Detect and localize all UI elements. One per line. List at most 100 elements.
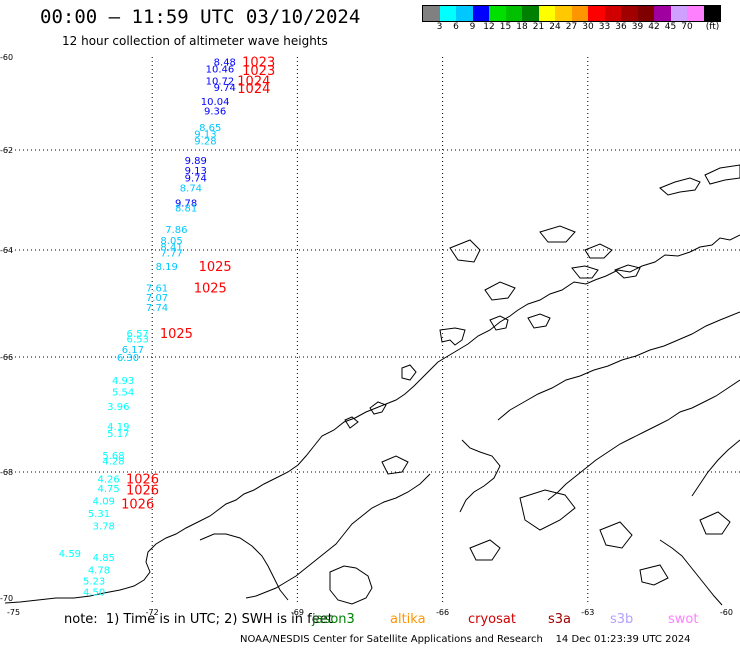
chart-subtitle: 12 hour collection of altimeter wave hei…	[62, 34, 328, 48]
wave-height-label: 9.74	[214, 83, 236, 94]
wave-height-label: 4.93	[112, 376, 134, 387]
pressure-label: 1026	[121, 498, 154, 513]
wave-height-label: 7.74	[146, 303, 168, 314]
wave-height-label: 4.78	[88, 566, 110, 577]
wave-height-label: 4.26	[98, 474, 120, 485]
wave-height-label: 9.13	[185, 166, 207, 177]
x-tick-label: -63	[581, 608, 594, 617]
wave-height-label: 7.07	[146, 293, 168, 304]
color-scale-unit: (ft)	[705, 22, 720, 32]
color-scale-cell	[687, 6, 704, 21]
wave-height-label: 7.77	[160, 249, 182, 260]
color-scale-label: 45	[664, 22, 677, 32]
color-scale-cell	[439, 6, 456, 21]
wave-height-label: 7.61	[146, 283, 168, 294]
x-tick-label: -60	[720, 608, 733, 617]
color-scale-cell	[538, 6, 555, 21]
satellite-legend-swot: swot	[668, 612, 699, 627]
wave-height-label: 9.28	[194, 137, 216, 148]
wave-height-label: 9.13	[194, 130, 216, 141]
wave-height-label: 5.68	[102, 451, 124, 462]
wave-height-label: 9.74	[185, 174, 207, 185]
color-scale-label: 18	[516, 22, 528, 32]
wave-height-label: 6.30	[117, 353, 139, 364]
wave-height-label: 4.19	[107, 422, 129, 433]
wave-height-label: 10.72	[206, 76, 235, 87]
color-scale-cell	[637, 6, 654, 21]
satellite-legend-altika: altika	[390, 612, 426, 627]
wave-height-label: 5.23	[83, 576, 105, 587]
color-scale-label: 9	[469, 22, 476, 32]
antarctic-peninsula-coastline	[4, 164, 740, 606]
satellite-legend-s3b: s3b	[610, 612, 634, 627]
wave-height-label: 4.50	[83, 588, 105, 599]
x-tick-label: -75	[7, 608, 20, 617]
color-scale-cell	[423, 6, 440, 21]
pressure-label: 1025	[199, 260, 232, 275]
wave-height-label: 8.41	[160, 243, 182, 254]
y-tick-label: -68	[0, 468, 13, 477]
wave-height-label: 9.89	[185, 156, 207, 167]
wave-height-label: 3.96	[107, 402, 129, 413]
color-scale-cell	[489, 6, 506, 21]
color-scale-label: 6	[453, 22, 459, 32]
wave-height-label: 9.36	[204, 106, 226, 117]
wave-height-label: 9.78	[175, 199, 197, 210]
color-scale-labels: 3 6 9 12 15 18 21 24 27 30 33 36 39 42 45 70 (ft)	[422, 22, 740, 34]
color-scale-label: 3	[436, 22, 443, 32]
pressure-label: 1023	[242, 64, 275, 79]
color-scale-cell	[555, 6, 572, 21]
wave-height-label: 6.57	[127, 329, 149, 340]
pressure-label: 1024	[237, 74, 270, 89]
data-labels: 8.4810.4610.729.7410.049.368.659.139.289…	[59, 56, 275, 599]
pressure-label: 1026	[126, 472, 159, 487]
color-scale-cell	[522, 6, 539, 21]
color-scale-cell	[571, 6, 588, 21]
wave-height-label: 8.65	[199, 123, 221, 134]
color-scale-label: 15	[499, 22, 512, 32]
wave-height-label: 10.04	[201, 97, 230, 108]
satellite-legend-s3a: s3a	[548, 612, 572, 627]
x-tick-label: -69	[291, 608, 304, 617]
color-scale-label: 36	[615, 22, 627, 32]
color-scale-label: 27	[565, 22, 578, 32]
y-tick-label: -66	[0, 353, 13, 362]
satellite-legend-jason3: jason3	[312, 612, 355, 627]
axis-tick-labels: -75 -72 -69 -66 -63 -60 -60 -62 -64 -66 -68 -70	[0, 53, 733, 617]
color-scale-cell	[621, 6, 638, 21]
wave-height-label: 4.09	[93, 496, 115, 507]
wave-height-label: 8.19	[156, 262, 178, 273]
color-scale-cell	[670, 6, 687, 21]
color-scale-label: 21	[532, 22, 545, 32]
color-scale-cell	[456, 6, 473, 21]
wave-height-label: 6.53	[127, 334, 149, 345]
color-scale-label: 39	[631, 22, 644, 32]
color-scale-cell	[588, 6, 605, 21]
credit-line: NOAA/NESDIS Center for Satellite Applica…	[240, 634, 691, 645]
y-tick-label: -70	[0, 594, 13, 603]
color-scale-label: 30	[582, 22, 594, 32]
satellite-legend-cryosat: cryosat	[468, 612, 516, 627]
lat-lon-grid	[7, 57, 740, 605]
x-tick-label: -72	[146, 608, 159, 617]
wave-height-label: 4.59	[59, 549, 81, 560]
note-text: note: 1) Time is in UTC; 2) SWH is in fe…	[64, 612, 333, 627]
wave-height-label: 8.74	[180, 184, 202, 195]
color-scale-cell	[703, 6, 720, 21]
wave-height-label: 4.28	[102, 457, 124, 468]
wave-height-label: 4.75	[98, 484, 120, 495]
pressure-label: 1025	[160, 327, 193, 342]
wave-height-label: 4.85	[93, 553, 115, 564]
wave-height-label: 10.46	[206, 65, 235, 76]
color-scale-label: 42	[648, 22, 660, 32]
y-tick-label: -64	[0, 246, 13, 255]
wave-height-label: 6.17	[122, 345, 144, 356]
wave-height-label: 5.31	[88, 509, 110, 520]
wave-height-label: 8.48	[214, 58, 236, 69]
color-scale-cell	[472, 6, 489, 21]
pressure-label: 1024	[237, 82, 270, 97]
wave-height-label: 3.78	[93, 522, 115, 533]
wave-height-label: 8.05	[160, 236, 182, 247]
color-scale-label: 70	[681, 22, 693, 32]
